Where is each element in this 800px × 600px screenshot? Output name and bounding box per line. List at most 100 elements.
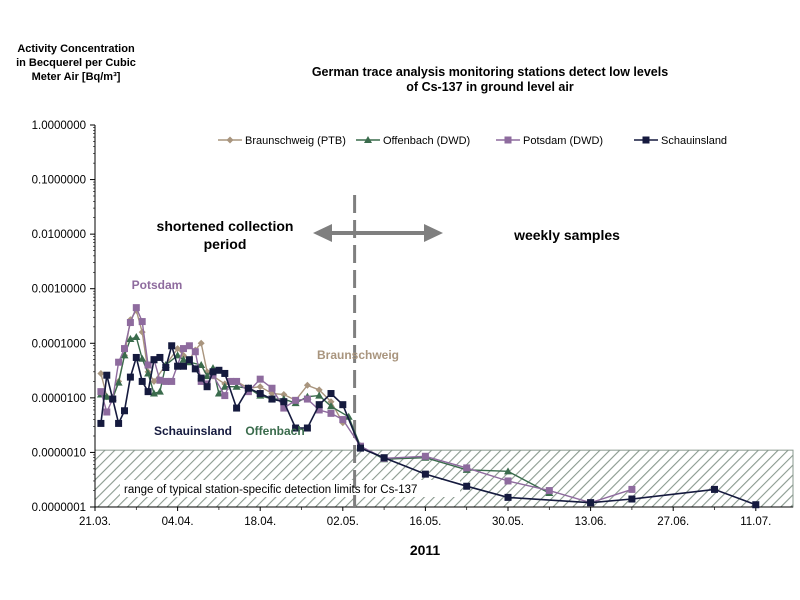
detection-band (94, 449, 794, 508)
data-point (256, 383, 264, 391)
data-point (197, 339, 205, 347)
data-point (197, 360, 206, 368)
legend-label: Potsdam (DWD) (523, 135, 603, 147)
data-point (327, 390, 335, 398)
data-point (109, 395, 117, 403)
legend-marker (504, 136, 512, 144)
data-point (268, 384, 276, 392)
data-point (303, 395, 311, 403)
data-point (114, 378, 123, 386)
data-point (115, 419, 123, 427)
data-point (628, 495, 636, 503)
data-point (545, 487, 553, 495)
arrow-left-head (313, 224, 332, 242)
data-point (168, 377, 176, 385)
data-point (126, 373, 134, 381)
data-point (344, 412, 353, 420)
x-tick-label: 18.04. (244, 516, 276, 528)
data-point (156, 376, 164, 384)
chart-title-line-1: German trace analysis monitoring station… (311, 65, 669, 79)
data-point (327, 402, 335, 410)
data-point (191, 348, 199, 356)
data-point (221, 369, 229, 377)
data-point (162, 363, 170, 371)
data-point (144, 361, 152, 369)
data-point (97, 369, 105, 377)
data-point (220, 382, 229, 390)
data-point (256, 390, 264, 398)
data-point (132, 333, 141, 341)
legend-marker (226, 136, 234, 144)
data-point (233, 404, 241, 412)
y-tick-label: 0.0000001 (32, 502, 86, 514)
data-point (339, 401, 347, 409)
data-point (121, 345, 128, 353)
x-tick-label: 04.04. (162, 516, 194, 528)
data-point (463, 482, 471, 490)
x-tick-label: 27.06. (657, 516, 689, 528)
y-axis-title-line-1: Activity Concentration (17, 43, 135, 55)
x-axis-title: 2011 (410, 542, 441, 558)
data-point (97, 388, 105, 396)
x-tick-label: 21.03. (79, 516, 111, 528)
data-point (180, 362, 187, 370)
y-axis-title: Activity Concentration in Becquerel per … (6, 42, 146, 84)
data-point (132, 304, 140, 312)
data-point (711, 485, 718, 493)
data-point (144, 388, 152, 396)
data-point (280, 391, 288, 399)
data-point (339, 416, 347, 424)
detection-band-label-bg (120, 480, 460, 497)
data-point (303, 424, 311, 432)
series-3 (97, 342, 760, 509)
annotation-shortened-line-1: shortened collection (157, 218, 294, 234)
data-point (168, 342, 176, 350)
label-potsdam: Potsdam (132, 278, 183, 292)
data-point (150, 389, 158, 397)
chart-title-line-2: of Cs-137 in ground level air (406, 80, 574, 94)
data-point (197, 374, 205, 382)
data-point (421, 452, 429, 460)
data-point (504, 467, 512, 475)
chart-title: German trace analysis monitoring station… (270, 65, 710, 95)
label-schauinsland: Schauinsland (154, 424, 232, 438)
data-point (132, 353, 140, 361)
data-point (315, 386, 323, 394)
data-point (209, 368, 217, 376)
x-tick-label: 30.05. (492, 516, 524, 528)
legend-label: Offenbach (DWD) (383, 135, 470, 147)
legend-label: Schauinsland (661, 135, 727, 147)
data-point (138, 318, 146, 326)
data-point (155, 387, 164, 395)
y-tick-label: 0.0010000 (32, 284, 86, 296)
x-tick-label: 11.07. (740, 516, 771, 528)
data-point (126, 319, 134, 327)
annotation-shortened-line-2: period (204, 236, 247, 252)
y-axis-title-line-2: in Becquerel per Cubic (16, 57, 136, 69)
data-point (327, 409, 335, 417)
data-point (103, 408, 111, 416)
data-point (292, 396, 300, 404)
data-point (185, 356, 193, 364)
data-point (150, 356, 158, 364)
y-tick-label: 0.1000000 (32, 175, 86, 187)
data-point (120, 351, 129, 359)
data-point (380, 454, 388, 462)
label-braunschweig: Braunschweig (317, 348, 399, 362)
data-point (138, 354, 147, 362)
data-point (232, 382, 241, 390)
data-point (256, 375, 264, 383)
data-point (587, 499, 595, 507)
data-point (162, 377, 170, 385)
data-point (227, 377, 235, 385)
data-point (463, 464, 471, 472)
data-point (221, 392, 229, 400)
y-tick-label: 0.0100000 (32, 229, 86, 241)
data-point (280, 404, 288, 412)
data-point (280, 398, 288, 406)
data-point (203, 372, 212, 380)
label-offenbach: Offenbach (245, 424, 304, 438)
data-point (215, 366, 223, 374)
data-point (327, 398, 335, 406)
data-point (97, 419, 105, 427)
